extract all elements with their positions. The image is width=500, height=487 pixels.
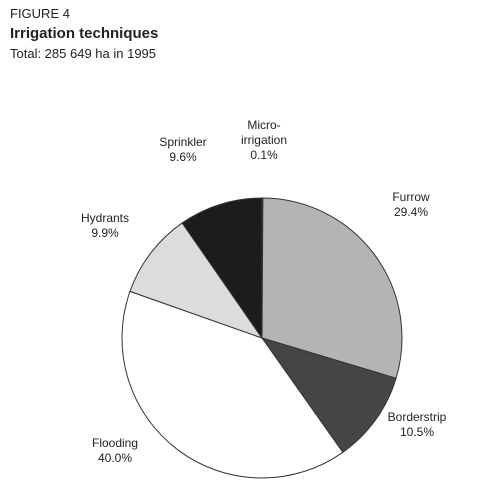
chart-subtitle: Total: 285 649 ha in 1995 xyxy=(10,46,157,61)
slice-label: Flooding xyxy=(91,436,139,450)
pie-slice xyxy=(121,290,344,479)
pie-slice xyxy=(260,337,397,453)
pie-slice xyxy=(181,197,263,340)
figure-caption: FIGURE 4 xyxy=(10,6,70,21)
slice-value-label: 10.5% xyxy=(399,425,435,439)
slice-label: Hydrants xyxy=(80,211,130,225)
slice-label: Micro-irrigation xyxy=(240,118,288,147)
slice-value-label: 29.4% xyxy=(393,205,429,219)
slice-value-label: 9.6% xyxy=(169,150,197,164)
slice-label: Borderstrip xyxy=(387,410,447,424)
slice-label: Furrow xyxy=(392,190,430,204)
chart-title: Irrigation techniques xyxy=(10,25,159,42)
slice-value-label: 0.1% xyxy=(250,148,278,162)
slice-value-label: 40.0% xyxy=(97,451,133,465)
slice-value-label: 9.9% xyxy=(91,226,119,240)
slice-label: Sprinkler xyxy=(159,135,207,149)
pie-slice xyxy=(129,222,264,339)
pie-slice xyxy=(261,197,403,379)
